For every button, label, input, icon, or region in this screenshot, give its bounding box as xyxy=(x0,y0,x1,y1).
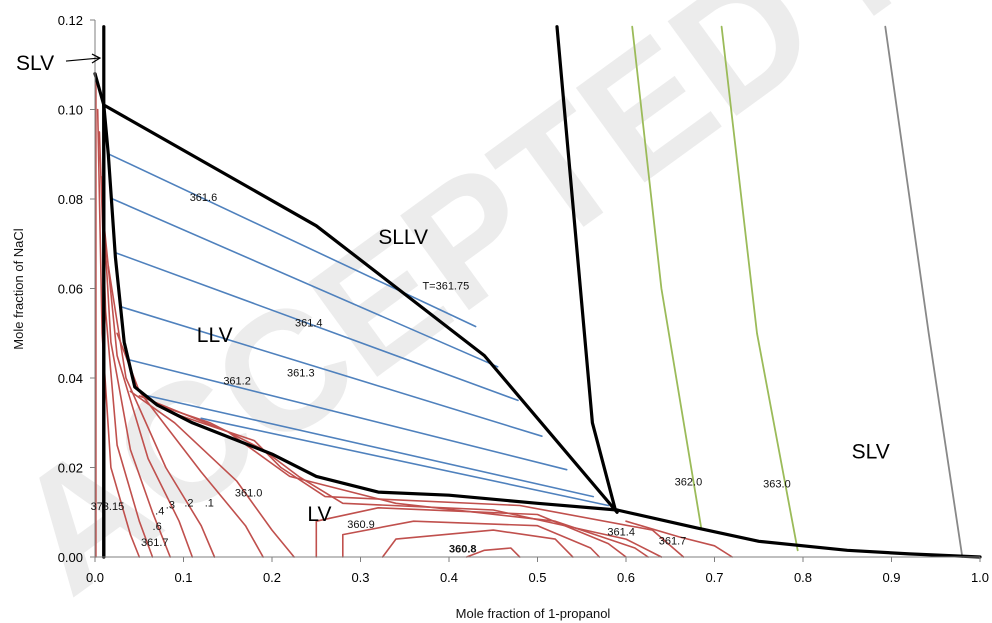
series-line-lv-27 xyxy=(315,506,627,558)
x-axis-title: Mole fraction of 1-propanol xyxy=(456,606,611,621)
x-tick-label: 0.8 xyxy=(794,570,812,585)
y-axis-title: Mole fraction of NaCl xyxy=(11,228,26,349)
series-line-lv-23 xyxy=(129,390,295,558)
series-line-lv-17 xyxy=(96,108,141,558)
region-label: LV xyxy=(307,503,331,526)
series-line-lv-28 xyxy=(341,520,601,558)
x-tick-label: 0.5 xyxy=(528,570,546,585)
series-line-boundary-3 xyxy=(102,103,619,512)
isotherm-label: 362.0 xyxy=(675,476,703,488)
y-tick-label: 0.04 xyxy=(58,371,83,386)
isotherm-label: 361.4 xyxy=(607,527,635,539)
y-tick-label: 0.00 xyxy=(58,550,83,565)
series-line-lv-30 xyxy=(465,547,521,558)
isotherm-label: 361.3 xyxy=(287,368,315,380)
isotherm-label: .1 xyxy=(205,497,214,509)
series-line-llv-6 xyxy=(108,153,477,328)
y-tick-label: 0.06 xyxy=(58,282,83,297)
series-line-lv-29 xyxy=(381,529,574,558)
series-line-llv-12 xyxy=(200,417,610,507)
region-label: SLV xyxy=(852,441,890,464)
x-tick-label: 1.0 xyxy=(971,570,989,585)
isotherm-label: .3 xyxy=(166,500,175,512)
series-line-llv-10 xyxy=(129,359,568,471)
series-line-llv-8 xyxy=(114,251,519,402)
isotherm-label: 361.2 xyxy=(223,376,251,388)
series-line-llv-9 xyxy=(119,305,543,438)
isotherm-label: .4 xyxy=(155,505,164,517)
x-tick-label: 0.7 xyxy=(705,570,723,585)
y-tick-label: 0.08 xyxy=(58,192,83,207)
isotherm-label: 360.8 xyxy=(449,544,477,556)
x-tick-label: 0.4 xyxy=(440,570,458,585)
series-line-llv-11 xyxy=(147,395,595,498)
slv-arrow-line xyxy=(65,57,100,62)
x-tick-label: 0.6 xyxy=(617,570,635,585)
isotherm-label: .2 xyxy=(184,497,193,509)
isotherm-label: 360.9 xyxy=(347,519,375,531)
series-line-boundary-4 xyxy=(555,25,618,512)
series-line-slv_green-14 xyxy=(720,25,799,552)
x-tick-label: 0.1 xyxy=(174,570,192,585)
y-tick-label: 0.02 xyxy=(58,461,83,476)
x-tick-label: 0.3 xyxy=(351,570,369,585)
isotherm-label: 363.0 xyxy=(763,479,791,491)
series-line-lv-25 xyxy=(156,403,663,558)
series-line-slv_green-13 xyxy=(631,25,703,529)
x-tick-label: 0.0 xyxy=(86,570,104,585)
slv-arrow-label: SLV xyxy=(16,52,54,75)
isotherm-label: 361.7 xyxy=(659,535,687,547)
isotherm-label: 361.4 xyxy=(295,318,323,330)
series-line-lv-20 xyxy=(103,220,194,558)
annotations: SLV SLLV LLV LV SLV 373.15 361.7 .6 .4.3 .2 .1 361.… xyxy=(16,52,890,555)
series-line-boundary-5 xyxy=(615,508,982,559)
series-line-lv-26 xyxy=(173,412,685,558)
isotherm-label: 373.15 xyxy=(91,501,125,513)
isotherm-label: 361.7 xyxy=(141,537,169,549)
series-line-slv_gray-15 xyxy=(884,25,964,558)
isotherm-label: .6 xyxy=(153,521,162,533)
slv-arrow-head xyxy=(91,53,102,64)
isotherm-label: T=361.75 xyxy=(422,280,469,292)
x-tick-label: 0.2 xyxy=(263,570,281,585)
series-line-lv-31 xyxy=(625,520,734,558)
plot-series xyxy=(93,25,982,559)
y-tick-label: 0.10 xyxy=(58,103,83,118)
isotherm-label: 361.0 xyxy=(235,488,263,500)
y-tick-label: 0.12 xyxy=(58,13,83,28)
region-label: LLV xyxy=(197,324,233,347)
series-line-boundary-2 xyxy=(102,103,619,514)
region-label: SLLV xyxy=(378,226,428,249)
x-tick-label: 0.9 xyxy=(882,570,900,585)
series-line-lv-19 xyxy=(100,175,171,558)
isotherm-label: 361.6 xyxy=(190,192,218,204)
axes: Mole fraction of 1-propanol Mole fractio… xyxy=(11,13,989,621)
series-line-llv-7 xyxy=(111,198,499,368)
